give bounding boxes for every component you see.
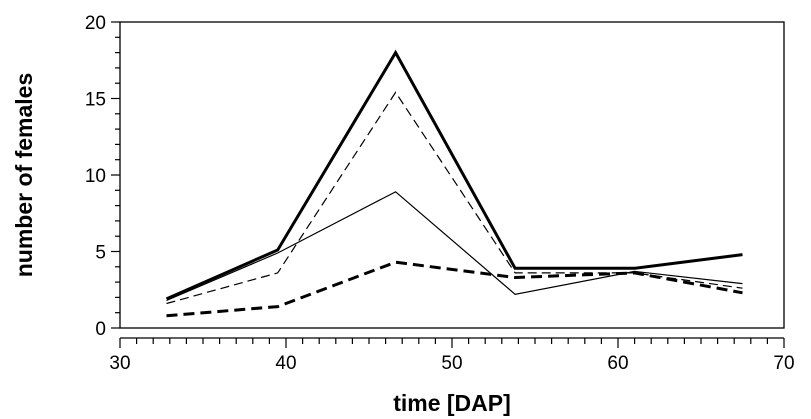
x-tick-label: 50 — [441, 353, 462, 374]
x-tick-label: 40 — [275, 353, 296, 374]
y-axis-ticks: 0 5 10 15 20 — [85, 13, 120, 340]
x-axis-ticks: 30 40 50 60 70 — [109, 338, 794, 374]
y-tick-label: 20 — [85, 13, 106, 34]
x-tick-label: 30 — [109, 353, 130, 374]
x-tick-label: 60 — [607, 353, 628, 374]
series-line-solid-thick — [167, 53, 743, 299]
x-axis-label: time [DAP] — [393, 390, 511, 416]
y-tick-label: 0 — [95, 319, 106, 340]
data-series-group — [167, 53, 743, 316]
y-tick-label: 5 — [95, 243, 106, 264]
x-tick-label: 70 — [773, 353, 794, 374]
y-axis-label: number of females — [11, 73, 37, 278]
series-line-dashed-thick — [167, 262, 743, 316]
y-tick-label: 15 — [85, 90, 106, 111]
series-line-dashed-thin — [167, 92, 743, 303]
y-tick-label: 10 — [85, 166, 106, 187]
series-line-solid-thin — [167, 192, 743, 301]
